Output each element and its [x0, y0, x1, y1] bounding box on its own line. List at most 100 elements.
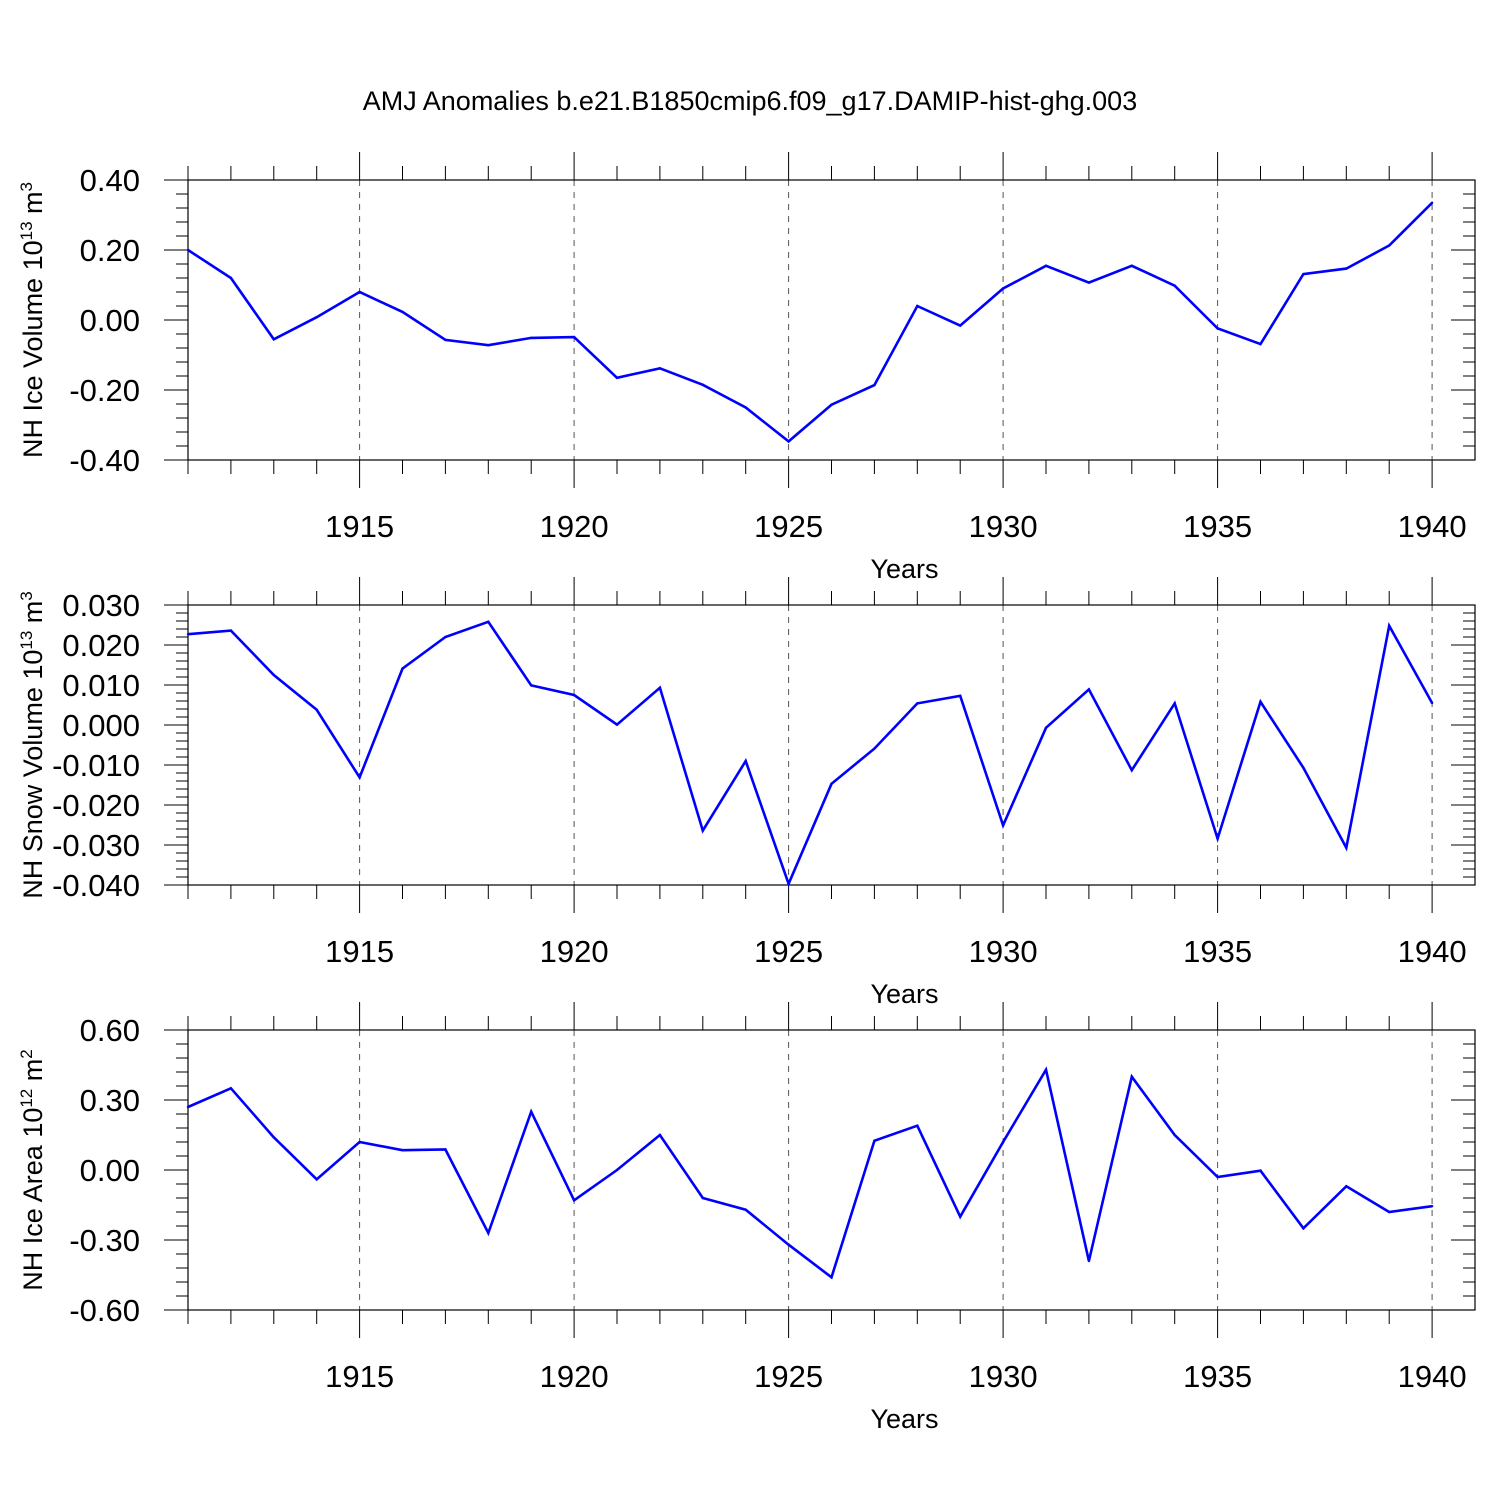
y-tick-label: -0.040 — [52, 868, 140, 903]
data-point — [1345, 1185, 1348, 1188]
series-line — [187, 201, 1434, 444]
data-point — [1302, 272, 1305, 276]
data-point — [1388, 1210, 1391, 1214]
data-point — [615, 376, 619, 379]
data-point — [229, 276, 233, 280]
y-tick-label: -0.020 — [52, 788, 140, 823]
data-point — [744, 406, 747, 409]
panel-ice-volume: 0.40 0.20 0.00 -0.20 -0.40 1915 1920 1925 1930 19… — [17, 152, 1476, 584]
data-point — [530, 336, 533, 340]
y-axis-label-superscript: 12 — [17, 1089, 36, 1108]
x-tick-label: 1925 — [754, 509, 823, 544]
x-tick-label: 1925 — [754, 1359, 823, 1394]
data-point — [1087, 688, 1091, 691]
data-point — [1216, 327, 1219, 330]
data-point — [830, 1276, 833, 1279]
x-tick-label: 1935 — [1183, 934, 1252, 969]
data-point — [272, 1136, 275, 1139]
data-point — [1259, 342, 1262, 346]
data-point — [1173, 284, 1176, 287]
x-tick-label: 1920 — [540, 509, 609, 544]
data-point — [1001, 287, 1005, 290]
data-point — [1044, 726, 1048, 729]
data-point — [873, 1139, 876, 1143]
data-point — [873, 383, 876, 387]
data-point — [1388, 244, 1391, 247]
data-point — [1173, 1133, 1176, 1137]
y-tick-label: 0.00 — [80, 1153, 140, 1188]
panel-ice-area: 0.60 0.30 0.00 -0.30 -0.60 1915 1920 1925 1930 19… — [17, 1002, 1476, 1434]
x-tick-label: 1930 — [969, 934, 1038, 969]
y-tick-label: 0.40 — [80, 163, 140, 198]
y-tick-label: 0.00 — [80, 303, 140, 338]
data-point — [787, 440, 790, 443]
panel-snow-volume: 0.030 0.020 0.010 0.000 -0.010 -0.020 -0.030 -0… — [17, 577, 1476, 1009]
x-tick-label: 1925 — [754, 934, 823, 969]
data-point — [572, 1199, 576, 1202]
data-point — [444, 1148, 447, 1151]
data-point — [1087, 281, 1091, 284]
data-point — [315, 708, 318, 711]
y-axis-label: NH Snow Volume 1013 m3 — [17, 591, 48, 899]
x-tick-label: 1915 — [325, 1359, 394, 1394]
data-point — [444, 635, 447, 639]
x-tick-label: 1915 — [325, 934, 394, 969]
data-point — [229, 629, 233, 632]
y-axis-label-superscript: 13 — [17, 631, 36, 650]
data-point — [1259, 700, 1262, 703]
data-point — [229, 1087, 233, 1090]
data-point — [487, 620, 490, 623]
data-point — [401, 1148, 404, 1152]
data-point — [1130, 264, 1134, 267]
y-axis-label-part: m — [18, 601, 48, 631]
data-point — [1302, 766, 1305, 769]
y-axis-label-part: NH Ice Volume 10 — [18, 240, 48, 458]
y-tick-label: -0.010 — [52, 748, 140, 783]
y-axis-label-superscript: 3 — [17, 591, 36, 600]
data-point — [530, 684, 533, 687]
data-point — [1345, 267, 1348, 270]
y-tick-label: -0.30 — [69, 1223, 140, 1258]
x-tick-label: 1940 — [1398, 934, 1467, 969]
x-tick-label: 1935 — [1183, 509, 1252, 544]
data-point — [1259, 1169, 1262, 1172]
data-point — [444, 338, 447, 342]
x-tick-label: 1930 — [969, 1359, 1038, 1394]
y-tick-label: 0.20 — [80, 233, 140, 268]
series-line — [187, 620, 1434, 888]
data-point — [1087, 1259, 1091, 1263]
data-point — [315, 1178, 318, 1181]
data-point — [959, 1215, 962, 1218]
y-axis-label-part: NH Snow Volume 10 — [18, 650, 48, 899]
x-tick-label: 1940 — [1398, 1359, 1467, 1394]
data-point — [916, 304, 919, 308]
data-point — [916, 1124, 919, 1127]
data-point — [358, 1140, 361, 1144]
data-point — [1001, 1140, 1005, 1144]
data-point — [873, 747, 876, 750]
x-tick-label: 1920 — [540, 934, 609, 969]
data-point — [401, 310, 404, 314]
data-point — [487, 1231, 490, 1235]
data-point — [701, 383, 704, 386]
y-tick-label: -0.030 — [52, 828, 140, 863]
data-point — [1345, 846, 1348, 849]
data-point — [959, 694, 962, 697]
data-point — [744, 1208, 747, 1211]
y-tick-label: -0.60 — [69, 1293, 140, 1328]
data-point — [1044, 1068, 1048, 1071]
data-point — [916, 702, 919, 705]
data-point — [658, 686, 662, 689]
y-tick-label: -0.20 — [69, 373, 140, 408]
data-point — [830, 403, 833, 406]
data-point — [1430, 701, 1434, 705]
x-tick-label: 1920 — [540, 1359, 609, 1394]
data-point — [1302, 1227, 1305, 1230]
data-point — [1001, 824, 1005, 827]
data-point — [572, 335, 576, 339]
x-tick-label: 1915 — [325, 509, 394, 544]
y-axis-label-part: NH Ice Area 10 — [18, 1108, 48, 1291]
data-point — [615, 723, 619, 726]
y-axis-label: NH Ice Area 1012 m2 — [17, 1049, 48, 1290]
plot-frame — [187, 604, 1476, 886]
